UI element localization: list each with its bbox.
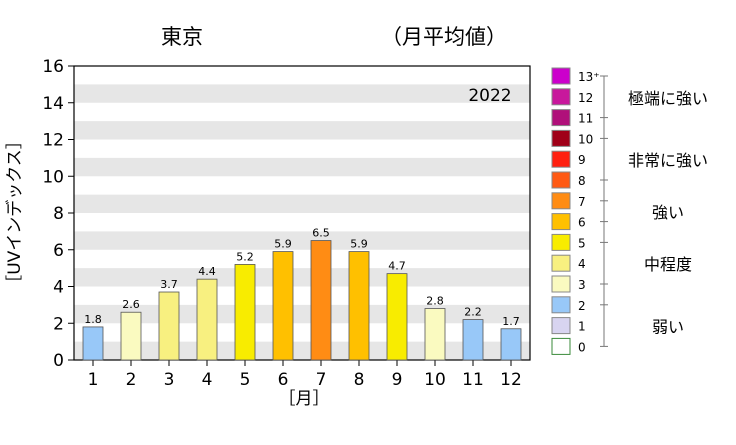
bars [82, 240, 522, 361]
legend-level-label: 6 [578, 216, 586, 230]
category-label: 強い [652, 203, 684, 222]
data-labels: 1.8 2.6 3.7 4.4 5.2 5.9 6.5 5.9 4.7 2.8 2.2 1.7 [84, 227, 520, 328]
legend-swatch [551, 275, 571, 293]
y-tick-label: 6 [53, 241, 64, 261]
data-label: 5.9 [350, 238, 368, 251]
year-label: 2022 [468, 86, 511, 106]
bar [500, 328, 522, 361]
x-tick-label: 7 [316, 370, 327, 390]
x-axis-ticks: 1 2 3 4 5 6 7 8 9 10 11 12 [88, 360, 522, 390]
y-tick-label: 2 [53, 314, 64, 334]
data-label: 5.9 [274, 238, 292, 251]
category-label: 極端に強い [628, 89, 708, 108]
legend-level-label: 1 [578, 320, 586, 334]
legend-level-label: 8 [578, 174, 586, 188]
grid-band [74, 231, 530, 250]
legend-level-label: 0 [578, 340, 586, 354]
data-label: 1.8 [84, 313, 102, 326]
bar [424, 308, 446, 361]
y-axis-ticks: 0 2 4 6 8 10 12 14 16 [42, 57, 74, 371]
category-label: 中程度 [644, 255, 692, 274]
x-tick-label: 9 [392, 370, 403, 390]
bar [348, 251, 370, 361]
x-tick-label: 10 [424, 370, 446, 390]
data-label: 2.8 [426, 295, 444, 308]
grid-band [74, 194, 530, 213]
chart-subtitle: （月平均値） [381, 25, 507, 49]
y-tick-label: 10 [42, 167, 64, 187]
legend-level-label: 9 [578, 153, 586, 167]
legend-level-label: 5 [578, 236, 586, 250]
data-label: 4.4 [198, 265, 216, 278]
data-label: 5.2 [236, 250, 254, 263]
grid-band [74, 268, 530, 287]
legend-swatch [551, 129, 571, 147]
grid-band [74, 304, 530, 324]
y-tick-label: 12 [42, 131, 64, 151]
x-tick-label: 2 [126, 370, 137, 390]
grid-band [74, 121, 530, 140]
x-tick-label: 3 [164, 370, 175, 390]
chart-title: 東京 [161, 25, 203, 49]
x-tick-label: 1 [88, 370, 99, 390]
legend-swatch [551, 109, 571, 127]
legend-level-label: 13⁺ [578, 70, 600, 84]
x-tick-label: 11 [462, 370, 484, 390]
y-tick-label: 0 [53, 351, 64, 371]
plot-bands [74, 84, 530, 360]
x-tick-label: 6 [278, 370, 289, 390]
bar [120, 311, 142, 361]
bar [196, 278, 218, 361]
data-label: 3.7 [160, 278, 178, 291]
legend-level-label: 10 [578, 132, 593, 146]
grid-band [74, 341, 530, 360]
y-tick-label: 8 [53, 204, 64, 224]
legend-swatch [551, 150, 571, 168]
bar [310, 240, 332, 361]
grid-band [74, 157, 530, 177]
legend-swatch [551, 317, 571, 335]
legend-swatch [551, 67, 571, 85]
legend-level-label: 12 [578, 91, 593, 105]
bar [462, 319, 484, 361]
y-tick-label: 14 [42, 94, 64, 114]
bar [82, 326, 104, 361]
bar [234, 264, 256, 361]
data-label: 4.7 [388, 260, 406, 273]
x-axis-label: ［月］ [279, 389, 330, 409]
x-tick-label: 12 [500, 370, 522, 390]
legend-level-label: 7 [578, 195, 586, 209]
x-tick-label: 4 [202, 370, 213, 390]
bar [386, 273, 408, 361]
bar [272, 251, 294, 361]
y-axis-label: ［UVインデックス］ [4, 132, 25, 292]
legend-level-label: 2 [578, 299, 586, 313]
data-label: 1.7 [502, 315, 520, 328]
legend-swatch [551, 254, 571, 272]
data-label: 2.6 [122, 298, 140, 311]
y-tick-label: 4 [53, 278, 64, 298]
legend-swatch [551, 213, 571, 231]
legend-swatch [551, 88, 571, 106]
legend-swatch [551, 296, 571, 314]
legend-swatch [551, 233, 571, 251]
x-tick-label: 8 [354, 370, 365, 390]
legend-level-label: 3 [578, 278, 586, 292]
x-tick-label: 5 [240, 370, 251, 390]
category-label: 弱い [652, 318, 684, 337]
grid-band [74, 84, 530, 103]
y-tick-label: 16 [42, 57, 64, 77]
data-label: 6.5 [312, 227, 330, 240]
category-label: 非常に強い [628, 151, 708, 170]
data-label: 2.2 [464, 306, 482, 319]
legend-level-label: 11 [578, 112, 593, 126]
legend-swatch [551, 171, 571, 189]
legend-swatch [551, 192, 571, 210]
legend-level-label: 4 [578, 257, 586, 271]
bar [158, 291, 180, 361]
legend-swatch [551, 337, 571, 355]
